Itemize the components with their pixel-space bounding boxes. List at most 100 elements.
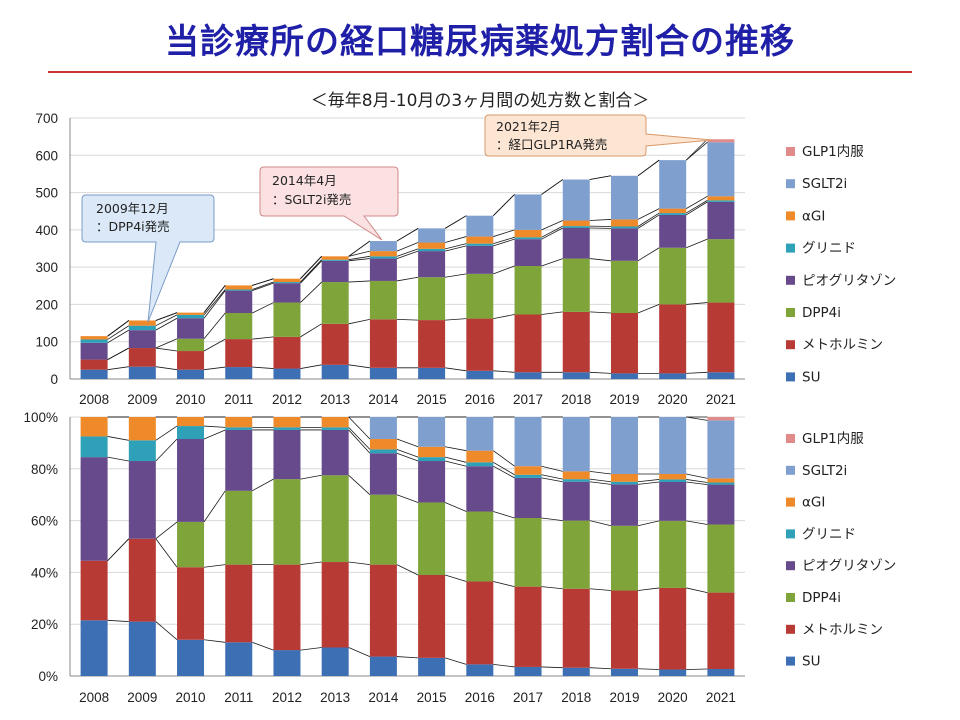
y-tick-label: 60% <box>31 514 58 529</box>
bar-segment-glinide <box>418 457 446 462</box>
series-connector <box>541 179 563 195</box>
bar-segment-SGLT2i <box>369 241 397 252</box>
bar-segment-metformin <box>369 564 397 657</box>
bar-segment-aGI <box>562 220 590 227</box>
series-connector <box>686 371 708 374</box>
series-connector <box>444 215 467 229</box>
bar-segment-pioglitazone <box>707 201 735 240</box>
series-connector <box>348 429 371 454</box>
title-divider <box>48 71 912 73</box>
bar-segment-DPP4i <box>707 239 735 303</box>
series-connector <box>541 517 563 521</box>
bar-segment-SGLT2i <box>562 417 590 472</box>
bar-segment-SU <box>273 650 301 676</box>
legend-swatch-aGI <box>786 497 795 507</box>
series-connector <box>589 667 611 670</box>
series-connector <box>637 481 660 485</box>
callout-sglt2i-launch: 2014年4月 ：SGLT2i発売 <box>259 166 399 241</box>
legend-label-metformin: メトホルミン <box>802 622 883 638</box>
bar-segment-SU <box>369 656 397 676</box>
y-tick-label: 20% <box>31 617 58 632</box>
bar-segment-SU <box>610 373 638 379</box>
bar-segment-GLP1 <box>707 417 735 421</box>
series-connector <box>637 212 660 227</box>
bar-segment-DPP4i <box>562 258 590 312</box>
series-connector <box>396 452 419 462</box>
bar-segment-aGI <box>128 320 156 326</box>
bar-segment-DPP4i <box>418 502 446 575</box>
bar-segment-SU <box>128 366 156 379</box>
x-tick-label: 2013 <box>320 392 350 407</box>
bar-segment-pioglitazone <box>659 482 687 521</box>
legend-swatch-SGLT2i <box>786 179 795 189</box>
legend-swatch-glinide <box>786 529 795 539</box>
series-connector <box>686 479 708 483</box>
bar-segment-SGLT2i <box>659 160 687 209</box>
series-connector <box>203 429 226 440</box>
bar-segment-glinide <box>128 325 156 331</box>
bar-segment-pioglitazone <box>177 439 205 522</box>
series-connector <box>348 561 370 566</box>
bar-segment-glinide <box>273 282 301 284</box>
series-connector <box>300 364 322 369</box>
x-tick-label: 2014 <box>368 690 399 705</box>
y-tick-label: 100% <box>23 410 58 425</box>
series-connector <box>589 470 612 475</box>
callout-bubble <box>81 194 215 323</box>
series-connector <box>155 538 178 568</box>
bar-segment-pioglitazone <box>514 477 542 519</box>
bar-segment-aGI <box>659 473 687 480</box>
callout-glp1-launch: 2021年2月 ：経口GLP1RA発売 <box>484 114 713 157</box>
series-connector <box>155 317 178 331</box>
bar-segment-pioglitazone <box>707 484 735 525</box>
bar-segment-aGI <box>369 251 397 257</box>
bar-segment-glinide <box>466 462 494 467</box>
bar-segment-SGLT2i <box>610 175 638 220</box>
bar-segment-glinide <box>610 226 638 229</box>
series-connector <box>541 465 563 472</box>
legend-label-pioglitazone: ピオグリタゾン <box>802 273 896 289</box>
series-connector <box>493 461 515 476</box>
bar-segment-pioglitazone <box>610 484 638 526</box>
legend-label-GLP1: GLP1内服 <box>802 431 864 447</box>
bar-segment-SGLT2i <box>610 417 638 474</box>
bar-segment-DPP4i <box>610 260 638 314</box>
series-connector <box>155 338 178 349</box>
series-connector <box>204 425 226 428</box>
bar-segment-pioglitazone <box>466 245 494 274</box>
series-connector <box>396 448 419 458</box>
x-tick-label: 2012 <box>272 392 302 407</box>
series-connector <box>107 366 129 371</box>
legend-swatch-DPP4i <box>786 593 795 602</box>
bar-segment-DPP4i <box>321 282 349 324</box>
series-connector <box>686 481 708 485</box>
bar-segment-metformin <box>321 323 349 365</box>
series-connector <box>300 647 322 651</box>
bar-segment-glinide <box>707 200 735 202</box>
series-connector <box>541 666 563 669</box>
series-connector <box>396 242 419 252</box>
bar-segment-metformin <box>562 311 590 373</box>
bar-segment-aGI <box>321 256 349 260</box>
series-connector <box>685 195 708 209</box>
bar-segment-aGI <box>466 236 494 244</box>
legend-label-glinide: グリニド <box>802 241 856 257</box>
bar-segment-SU <box>610 668 638 676</box>
series-connector <box>493 194 515 216</box>
series-connector <box>686 302 708 305</box>
series-connector <box>541 586 563 590</box>
legend-swatch-metformin <box>786 624 795 634</box>
bar-segment-pioglitazone <box>562 227 590 259</box>
bar-segment-SU <box>418 367 446 379</box>
series-connector <box>107 436 129 441</box>
legend-label-aGI: αGI <box>802 208 825 224</box>
bar-segment-pioglitazone <box>80 457 108 561</box>
legend-label-SGLT2i: SGLT2i <box>802 176 847 192</box>
series-connector <box>396 228 419 242</box>
callout-line2: ：SGLT2i発売 <box>272 192 351 207</box>
bars <box>80 417 735 676</box>
series-connector <box>637 479 660 483</box>
y-tick-label: 400 <box>35 223 58 238</box>
bar-segment-glinide <box>321 427 349 430</box>
